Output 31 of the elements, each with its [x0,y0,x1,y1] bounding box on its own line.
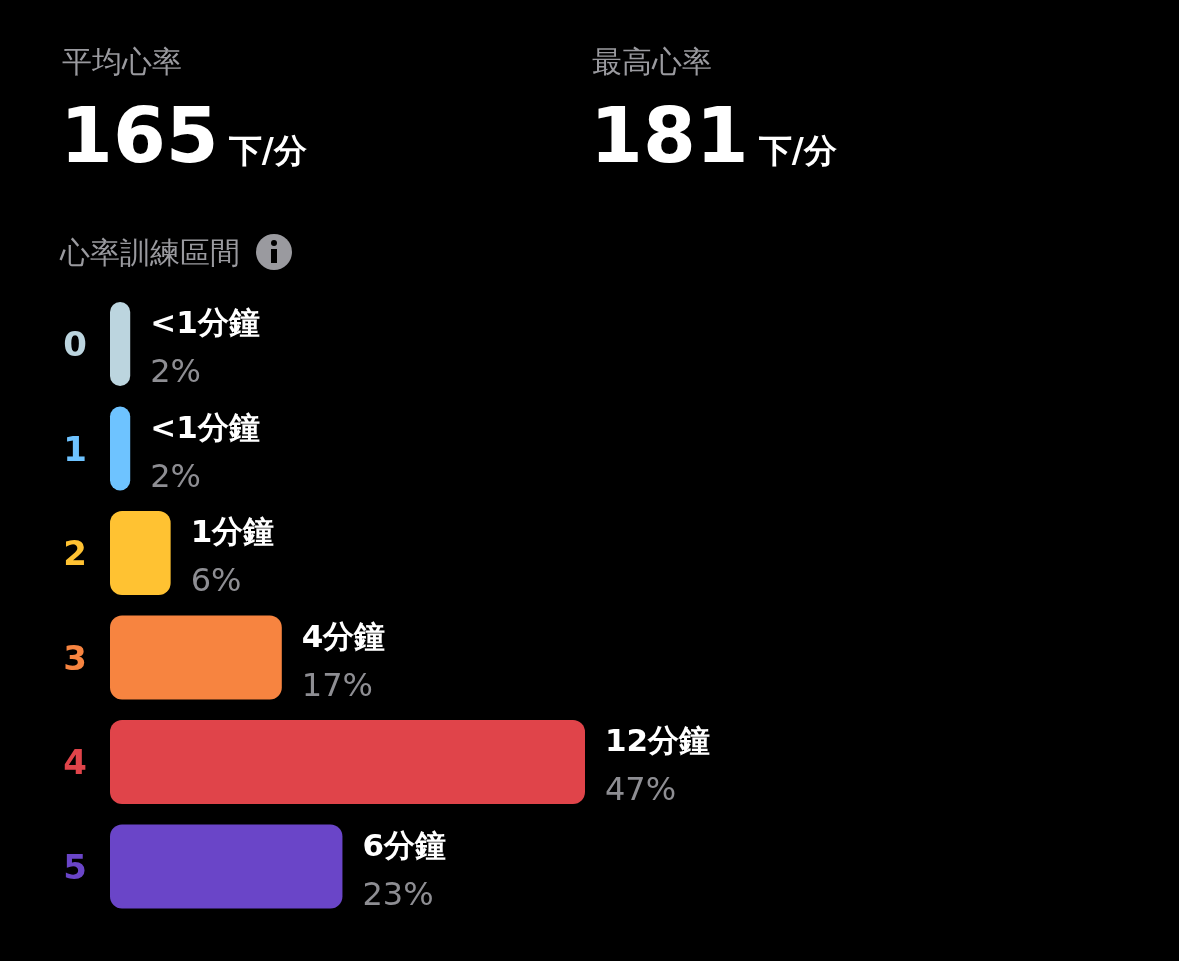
data-label: 23% [362,874,434,913]
bar [110,302,131,386]
data-label: 17% [301,665,373,704]
text: 最高心率 [592,44,712,79]
text: 165 [60,91,219,180]
text: 下/分 [757,131,837,170]
bar [110,511,171,595]
annotation: 12分鐘 [605,722,711,758]
data-label: 2% [150,352,201,390]
y-tick-label: 1 [63,428,87,469]
data-label: 6% [190,561,242,599]
annotation: <1分鐘 [150,304,260,340]
text: 下/分 [227,131,307,170]
annotation: 6分鐘 [362,826,447,863]
y-tick-label: 5 [63,846,87,887]
text: 181 [590,91,749,180]
y-tick-label: 0 [63,324,87,364]
bar [110,720,585,804]
y-tick-label: 2 [63,533,87,573]
data-label: 2% [150,456,201,495]
text: 平均心率 [62,44,182,79]
chart-title: 心率訓練區間 [59,235,240,270]
data-label: 47% [605,770,677,808]
y-tick-label: 4 [63,742,87,782]
bar [110,615,282,700]
bar [110,406,131,491]
y-tick-label: 3 [63,637,87,678]
annotation: <1分鐘 [150,408,260,445]
annotation: 1分鐘 [190,513,275,549]
annotation: 4分鐘 [301,617,386,654]
bar [110,824,343,909]
